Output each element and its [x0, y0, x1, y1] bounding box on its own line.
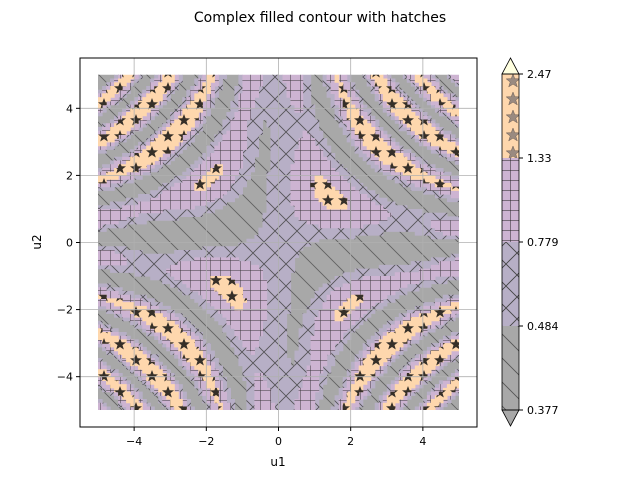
y-tick-label: 0 [66, 237, 73, 250]
x-axis-label: u1 [270, 455, 285, 469]
y-tick-label: −2 [57, 304, 73, 317]
x-tick-label: −2 [198, 435, 214, 448]
y-tick-label: −4 [57, 371, 73, 384]
contour-band-hatch [98, 74, 459, 410]
x-axis-ticks: −4 −2 0 2 4 [126, 427, 426, 448]
colorbar-band-hatch [502, 326, 519, 410]
y-tick-label: 4 [66, 102, 73, 115]
colorbar-tick-label: 0.377 [527, 404, 559, 417]
colorbar-extend-min [501, 409, 520, 427]
colorbar-band-hatch [502, 158, 519, 242]
x-tick-label: −4 [126, 435, 142, 448]
x-tick-label: 0 [275, 435, 282, 448]
y-tick-label: 2 [66, 169, 73, 182]
colorbar-tick-label: 2.47 [527, 68, 552, 81]
y-axis-label: u2 [30, 234, 44, 249]
y-axis-ticks: −4 −2 0 2 4 [57, 102, 80, 384]
colorbar-band-hatch [502, 74, 519, 158]
grid-lines [80, 58, 477, 427]
x-tick-label: 4 [419, 435, 426, 448]
colorbar-tick-label: 0.484 [527, 320, 559, 333]
chart-title: Complex filled contour with hatches [194, 10, 446, 26]
x-tick-label: 2 [347, 435, 354, 448]
colorbar-extend-max [501, 57, 520, 75]
colorbar-tick-label: 0.779 [527, 236, 559, 249]
colorbar-band-hatch [502, 242, 519, 326]
colorbar-tick-label: 1.33 [527, 152, 552, 165]
colorbar: 0.377 0.484 0.779 1.33 2.47 [501, 57, 559, 427]
